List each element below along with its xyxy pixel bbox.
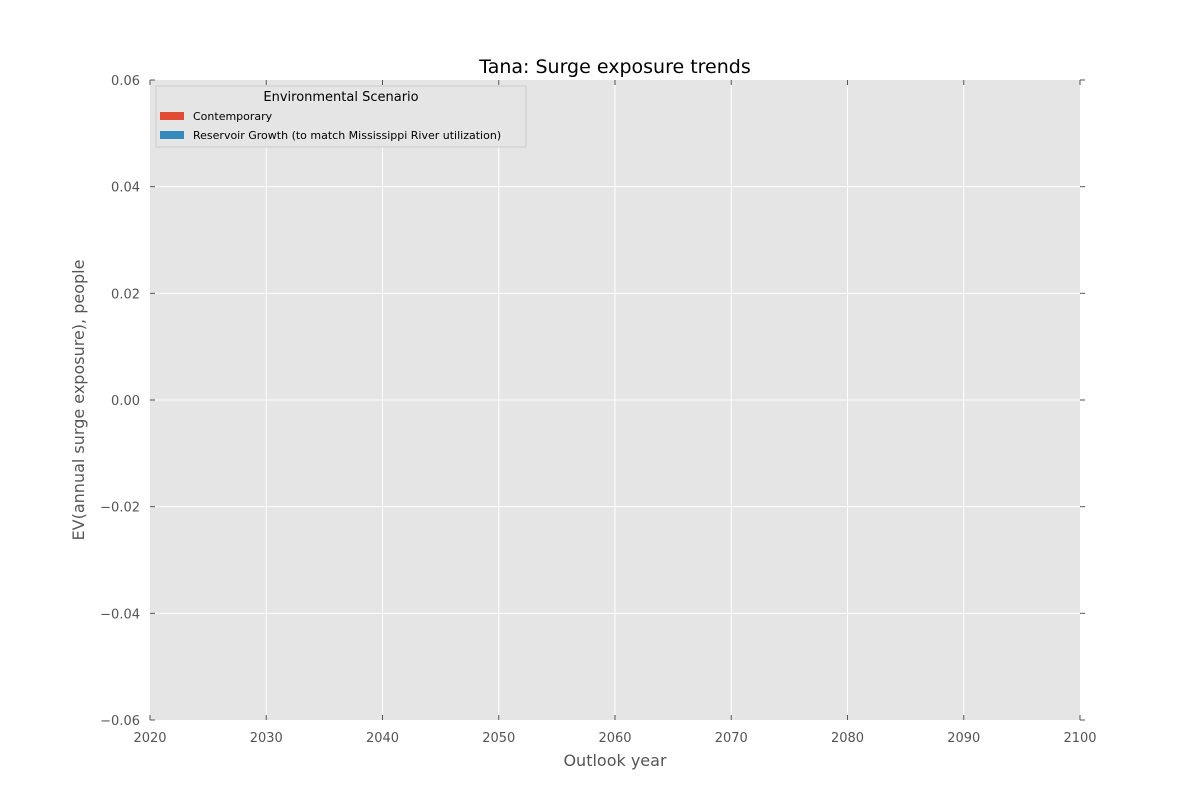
y-axis-label: EV(annual surge exposure), people (69, 260, 88, 541)
y-tick-label: −0.04 (100, 607, 140, 622)
chart-title: Tana: Surge exposure trends (478, 56, 750, 78)
x-tick-label: 2040 (366, 731, 399, 746)
legend-swatch-contemporary (160, 112, 184, 120)
tick-marks (149, 79, 1085, 721)
x-tick-label: 2100 (1063, 731, 1096, 746)
legend-box (155, 85, 527, 148)
x-tick-label: 2090 (947, 731, 980, 746)
legend-swatch-reservoir-growth (160, 131, 184, 139)
x-tick-label: 2070 (715, 731, 748, 746)
x-tick-label: 2020 (133, 731, 166, 746)
y-tick-label: 0.00 (111, 394, 140, 409)
x-tick-labels: 2020 2030 2040 2050 2060 2070 2080 2090 2100 (133, 731, 1096, 746)
y-tick-labels: 0.06 0.04 0.02 0.00 −0.02 −0.04 −0.06 (100, 74, 140, 729)
horizontal-gridlines (150, 186, 1080, 614)
x-tick-label: 2030 (250, 731, 283, 746)
legend-label-reservoir-growth: Reservoir Growth (to match Mississippi R… (193, 129, 501, 142)
x-tick-label: 2060 (598, 731, 631, 746)
y-tick-label: −0.06 (100, 714, 140, 729)
x-tick-label: 2080 (831, 731, 864, 746)
legend-title: Environmental Scenario (263, 90, 418, 105)
legend: Environmental Scenario Contemporary Rese… (155, 85, 527, 148)
legend-label-contemporary: Contemporary (193, 110, 273, 123)
y-tick-label: 0.06 (111, 74, 140, 89)
y-tick-label: 0.04 (111, 181, 140, 196)
x-tick-label: 2050 (482, 731, 515, 746)
x-axis-label: Outlook year (563, 751, 667, 770)
y-tick-label: 0.02 (111, 287, 140, 302)
y-tick-label: −0.02 (100, 501, 140, 516)
